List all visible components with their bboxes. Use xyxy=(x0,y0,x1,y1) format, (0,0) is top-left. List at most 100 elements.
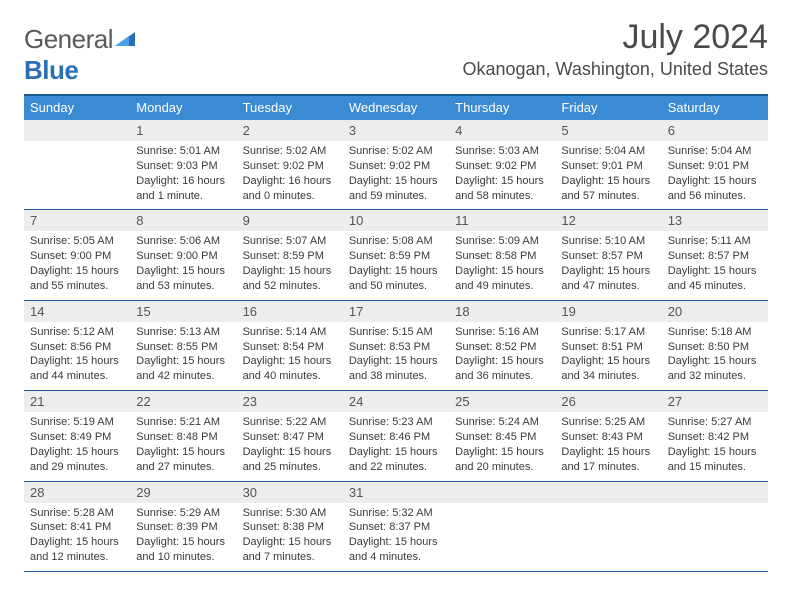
sunrise-text: Sunrise: 5:22 AM xyxy=(243,415,337,430)
day-cell: 2Sunrise: 5:02 AMSunset: 9:02 PMDaylight… xyxy=(237,120,343,209)
day-cell: 21Sunrise: 5:19 AMSunset: 8:49 PMDayligh… xyxy=(24,391,130,480)
weekday-header-row: Sunday Monday Tuesday Wednesday Thursday… xyxy=(24,96,768,120)
day-cell: 3Sunrise: 5:02 AMSunset: 9:02 PMDaylight… xyxy=(343,120,449,209)
week-row: 28Sunrise: 5:28 AMSunset: 8:41 PMDayligh… xyxy=(24,482,768,572)
sunrise-text: Sunrise: 5:04 AM xyxy=(561,144,655,159)
day-number: 8 xyxy=(130,210,236,231)
day-cell: 13Sunrise: 5:11 AMSunset: 8:57 PMDayligh… xyxy=(662,210,768,299)
day-cell: 26Sunrise: 5:25 AMSunset: 8:43 PMDayligh… xyxy=(555,391,661,480)
day-cell: 9Sunrise: 5:07 AMSunset: 8:59 PMDaylight… xyxy=(237,210,343,299)
sunset-text: Sunset: 8:46 PM xyxy=(349,430,443,445)
sunrise-text: Sunrise: 5:11 AM xyxy=(668,234,762,249)
day-details: Sunrise: 5:25 AMSunset: 8:43 PMDaylight:… xyxy=(555,412,661,480)
day-number: 11 xyxy=(449,210,555,231)
sunrise-text: Sunrise: 5:18 AM xyxy=(668,325,762,340)
day-details: Sunrise: 5:21 AMSunset: 8:48 PMDaylight:… xyxy=(130,412,236,480)
daylight-text: Daylight: 15 hours and 17 minutes. xyxy=(561,445,655,475)
day-number: 29 xyxy=(130,482,236,503)
day-number: 3 xyxy=(343,120,449,141)
daylight-text: Daylight: 15 hours and 38 minutes. xyxy=(349,354,443,384)
location-subtitle: Okanogan, Washington, United States xyxy=(462,59,768,80)
day-cell: 25Sunrise: 5:24 AMSunset: 8:45 PMDayligh… xyxy=(449,391,555,480)
daylight-text: Daylight: 15 hours and 12 minutes. xyxy=(30,535,124,565)
day-details: Sunrise: 5:02 AMSunset: 9:02 PMDaylight:… xyxy=(237,141,343,209)
day-details: Sunrise: 5:29 AMSunset: 8:39 PMDaylight:… xyxy=(130,503,236,571)
day-details: Sunrise: 5:08 AMSunset: 8:59 PMDaylight:… xyxy=(343,231,449,299)
sunset-text: Sunset: 9:01 PM xyxy=(561,159,655,174)
day-details: Sunrise: 5:04 AMSunset: 9:01 PMDaylight:… xyxy=(662,141,768,209)
sunrise-text: Sunrise: 5:02 AM xyxy=(243,144,337,159)
day-details: Sunrise: 5:23 AMSunset: 8:46 PMDaylight:… xyxy=(343,412,449,480)
day-details: Sunrise: 5:10 AMSunset: 8:57 PMDaylight:… xyxy=(555,231,661,299)
brand-text: GeneralBlue xyxy=(24,24,137,86)
sunset-text: Sunset: 8:59 PM xyxy=(243,249,337,264)
sunset-text: Sunset: 8:41 PM xyxy=(30,520,124,535)
day-number: 15 xyxy=(130,301,236,322)
daylight-text: Daylight: 15 hours and 34 minutes. xyxy=(561,354,655,384)
day-number: 22 xyxy=(130,391,236,412)
day-details: Sunrise: 5:32 AMSunset: 8:37 PMDaylight:… xyxy=(343,503,449,571)
sunset-text: Sunset: 9:00 PM xyxy=(30,249,124,264)
daylight-text: Daylight: 15 hours and 22 minutes. xyxy=(349,445,443,475)
day-cell xyxy=(24,120,130,209)
day-details: Sunrise: 5:13 AMSunset: 8:55 PMDaylight:… xyxy=(130,322,236,390)
day-details: Sunrise: 5:28 AMSunset: 8:41 PMDaylight:… xyxy=(24,503,130,571)
day-cell: 7Sunrise: 5:05 AMSunset: 9:00 PMDaylight… xyxy=(24,210,130,299)
sunrise-text: Sunrise: 5:09 AM xyxy=(455,234,549,249)
daylight-text: Daylight: 15 hours and 7 minutes. xyxy=(243,535,337,565)
day-number: 19 xyxy=(555,301,661,322)
sunrise-text: Sunrise: 5:23 AM xyxy=(349,415,443,430)
sunrise-text: Sunrise: 5:30 AM xyxy=(243,506,337,521)
day-cell: 20Sunrise: 5:18 AMSunset: 8:50 PMDayligh… xyxy=(662,301,768,390)
brand-part1: General xyxy=(24,24,113,54)
daylight-text: Daylight: 15 hours and 55 minutes. xyxy=(30,264,124,294)
day-details: Sunrise: 5:03 AMSunset: 9:02 PMDaylight:… xyxy=(449,141,555,209)
daylight-text: Daylight: 15 hours and 36 minutes. xyxy=(455,354,549,384)
sunrise-text: Sunrise: 5:17 AM xyxy=(561,325,655,340)
brand-logo: GeneralBlue xyxy=(24,24,137,86)
sunrise-text: Sunrise: 5:10 AM xyxy=(561,234,655,249)
daylight-text: Daylight: 15 hours and 44 minutes. xyxy=(30,354,124,384)
day-details: Sunrise: 5:19 AMSunset: 8:49 PMDaylight:… xyxy=(24,412,130,480)
weekday-header: Thursday xyxy=(449,96,555,120)
sunset-text: Sunset: 9:00 PM xyxy=(136,249,230,264)
day-number: 25 xyxy=(449,391,555,412)
day-number: 26 xyxy=(555,391,661,412)
week-row: 7Sunrise: 5:05 AMSunset: 9:00 PMDaylight… xyxy=(24,210,768,300)
week-row: 1Sunrise: 5:01 AMSunset: 9:03 PMDaylight… xyxy=(24,120,768,210)
day-cell: 15Sunrise: 5:13 AMSunset: 8:55 PMDayligh… xyxy=(130,301,236,390)
day-number xyxy=(662,482,768,503)
sunrise-text: Sunrise: 5:12 AM xyxy=(30,325,124,340)
day-details xyxy=(662,503,768,559)
sunset-text: Sunset: 8:56 PM xyxy=(30,340,124,355)
day-number: 28 xyxy=(24,482,130,503)
day-cell: 30 Sunrise: 5:30 AMSunset: 8:38 PMDayligh… xyxy=(237,482,343,571)
sunrise-text: Sunrise: 5:02 AM xyxy=(349,144,443,159)
day-details: Sunrise: 5:02 AMSunset: 9:02 PMDaylight:… xyxy=(343,141,449,209)
day-details xyxy=(449,503,555,559)
sunset-text: Sunset: 9:02 PM xyxy=(243,159,337,174)
day-details: Sunrise: 5:16 AMSunset: 8:52 PMDaylight:… xyxy=(449,322,555,390)
day-cell: 27Sunrise: 5:27 AMSunset: 8:42 PMDayligh… xyxy=(662,391,768,480)
sunset-text: Sunset: 9:03 PM xyxy=(136,159,230,174)
week-row: 14Sunrise: 5:12 AMSunset: 8:56 PMDayligh… xyxy=(24,301,768,391)
sunset-text: Sunset: 8:47 PM xyxy=(243,430,337,445)
day-number: 30 xyxy=(237,482,343,503)
day-number: 23 xyxy=(237,391,343,412)
daylight-text: Daylight: 15 hours and 25 minutes. xyxy=(243,445,337,475)
day-number: 4 xyxy=(449,120,555,141)
day-number: 10 xyxy=(343,210,449,231)
sunrise-text: Sunrise: 5:03 AM xyxy=(455,144,549,159)
weekday-header: Monday xyxy=(130,96,236,120)
sunset-text: Sunset: 8:38 PM xyxy=(243,520,337,535)
day-cell: 17Sunrise: 5:15 AMSunset: 8:53 PMDayligh… xyxy=(343,301,449,390)
day-cell: 8Sunrise: 5:06 AMSunset: 9:00 PMDaylight… xyxy=(130,210,236,299)
sunset-text: Sunset: 8:58 PM xyxy=(455,249,549,264)
day-cell: 29Sunrise: 5:29 AMSunset: 8:39 PMDayligh… xyxy=(130,482,236,571)
sunrise-text: Sunrise: 5:15 AM xyxy=(349,325,443,340)
day-cell: 16Sunrise: 5:14 AMSunset: 8:54 PMDayligh… xyxy=(237,301,343,390)
day-cell: 4Sunrise: 5:03 AMSunset: 9:02 PMDaylight… xyxy=(449,120,555,209)
sunset-text: Sunset: 9:01 PM xyxy=(668,159,762,174)
day-number: 12 xyxy=(555,210,661,231)
day-details: Sunrise: 5:14 AMSunset: 8:54 PMDaylight:… xyxy=(237,322,343,390)
